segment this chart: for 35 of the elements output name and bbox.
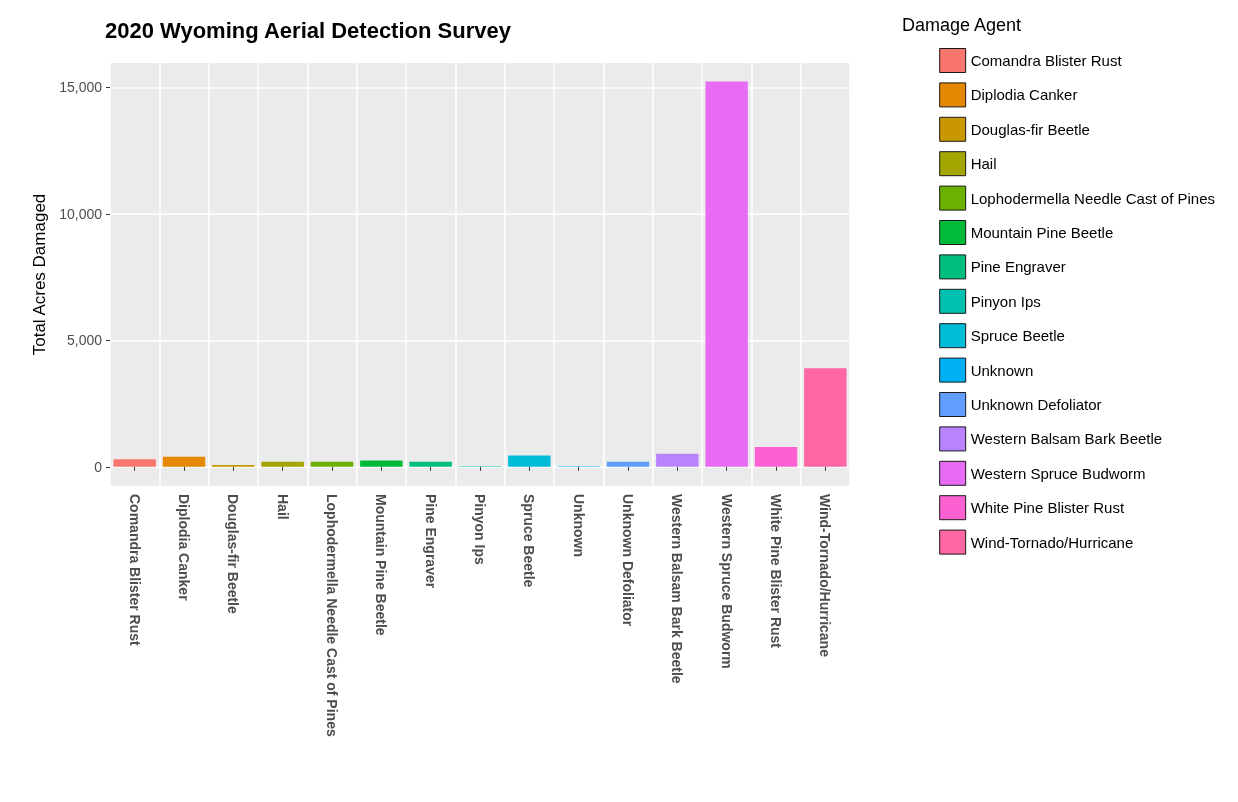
legend-label: Douglas-fir Beetle — [970, 120, 1090, 138]
chart-title: 2020 Wyoming Aerial Detection Survey — [105, 17, 512, 43]
legend-label: Spruce Beetle — [970, 327, 1065, 345]
y-tick-label: 0 — [94, 458, 103, 475]
legend-label: Pine Engraver — [970, 258, 1066, 276]
x-tick-label: Lophodermella Needle Cast of Pines — [324, 494, 340, 737]
x-tick-label: Mountain Pine Beetle — [373, 494, 390, 636]
legend-label: Unknown — [970, 361, 1034, 379]
x-tick-label: Douglas-fir Beetle — [225, 494, 242, 615]
x-tick-label: Unknown Defoliator — [620, 494, 636, 627]
legend-label: Hail — [970, 155, 997, 173]
legend-label: Western Balsam Bark Beetle — [970, 430, 1163, 448]
y-tick-label: 15,000 — [59, 79, 103, 96]
y-tick-label: 5,000 — [66, 332, 103, 349]
x-tick-label: Pine Engraver — [422, 494, 439, 589]
legend-label: Mountain Pine Beetle — [970, 224, 1114, 241]
legend-title: Damage Agent — [901, 15, 1022, 35]
legend-label: Lophodermella Needle Cast of Pines — [970, 189, 1216, 207]
x-tick-label: Western Spruce Budworm — [718, 494, 735, 669]
legend-label: Pinyon Ips — [970, 292, 1041, 310]
x-tick-label: Diplodia Canker — [176, 494, 192, 602]
y-axis-title: Total Acres Damaged — [30, 193, 49, 356]
y-tick-label: 10,000 — [59, 205, 103, 222]
legend-label: Unknown Defoliator — [970, 396, 1102, 413]
x-tick-label: Comandra Blister Rust — [126, 494, 143, 647]
legend-label: Diplodia Canker — [970, 86, 1078, 104]
legend-label: Western Spruce Budworm — [970, 464, 1146, 482]
x-tick-label: Western Balsam Bark Beetle — [669, 494, 686, 684]
x-tick-label: Wind-Tornado/Hurricane — [817, 494, 834, 658]
x-tick-label: Unknown — [570, 494, 587, 557]
x-tick-label: Hail — [274, 494, 291, 520]
x-tick-label: Spruce Beetle — [521, 494, 538, 588]
x-tick-label: White Pine Blister Rust — [768, 494, 784, 649]
x-tick-label: Pinyon Ips — [472, 494, 488, 565]
legend-label: Comandra Blister Rust — [970, 52, 1123, 69]
